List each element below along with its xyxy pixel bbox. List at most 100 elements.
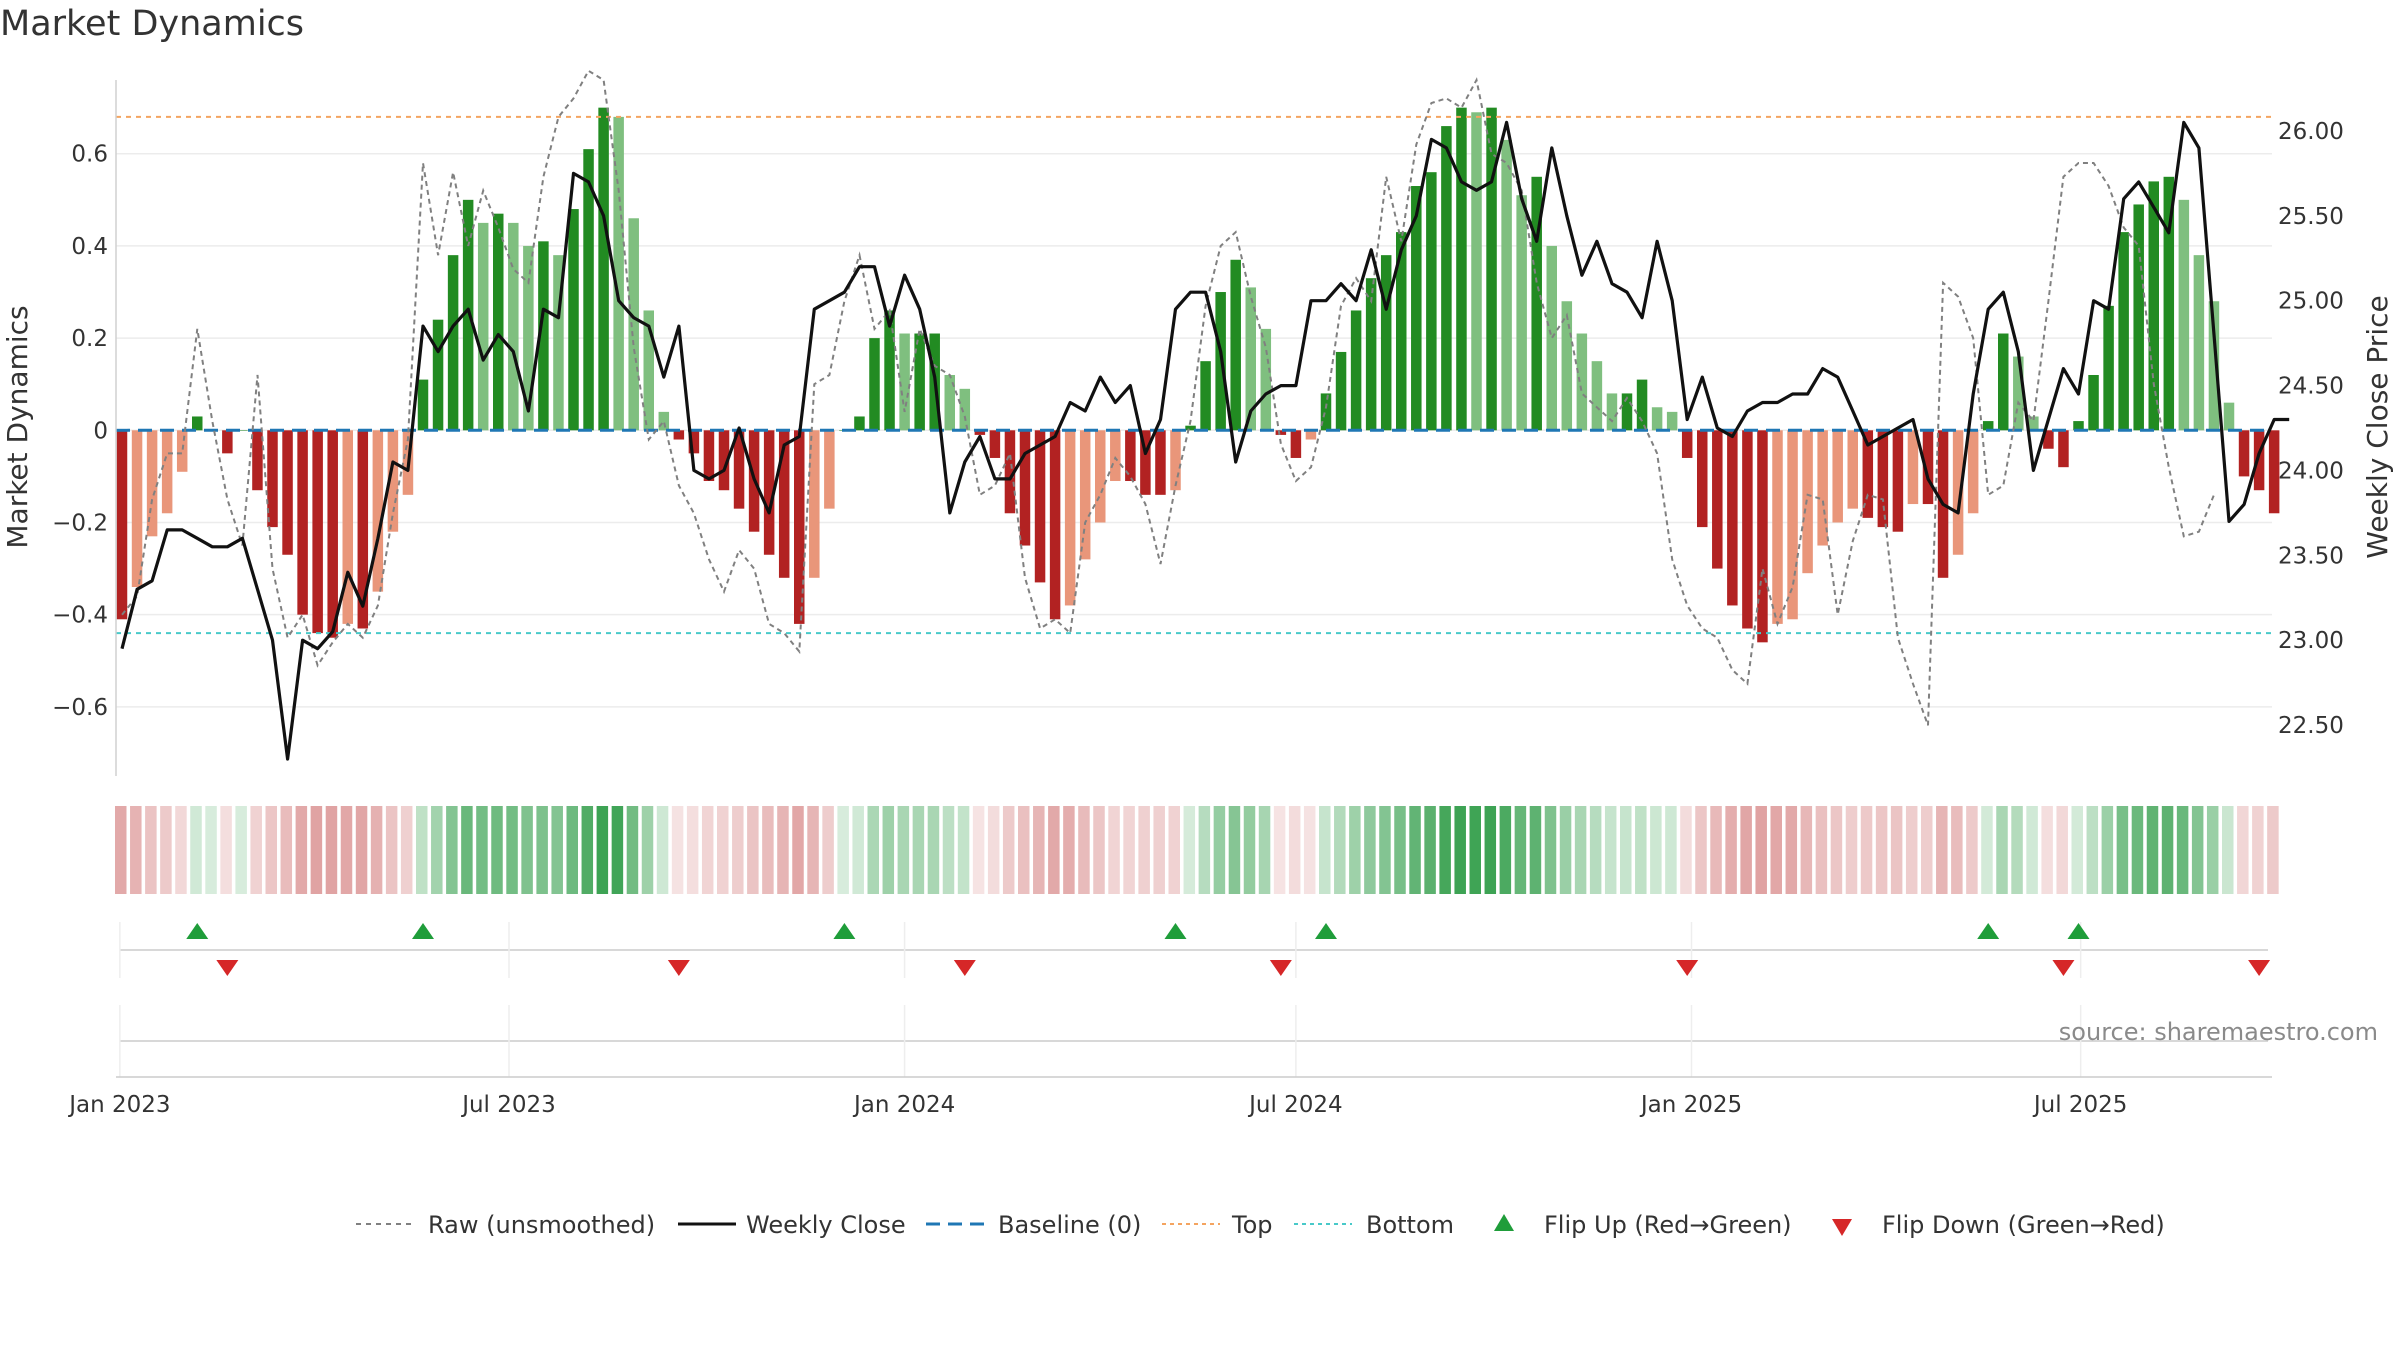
legend-raw-label: Raw (unsmoothed) (428, 1211, 655, 1239)
dynamics-bar (2073, 421, 2084, 431)
legend-flip-up: Flip Up (Red→Green) (1494, 1211, 1792, 1239)
dynamics-bar (1110, 430, 1121, 482)
dynamics-bar (1320, 393, 1332, 431)
heat-cell (1800, 806, 1813, 894)
dynamics-bar (432, 319, 444, 431)
dynamics-bar (2028, 416, 2039, 431)
heat-cell (1123, 806, 1135, 894)
heat-cell (671, 806, 684, 894)
heat-cell (1544, 806, 1557, 894)
dynamics-bar (2178, 199, 2190, 431)
legend-baseline: Baseline (0) (926, 1211, 1141, 1239)
dynamics-bar (357, 430, 369, 629)
flip-up-marker (1315, 923, 1337, 939)
heat-cell (1334, 806, 1346, 894)
heat-cell (461, 806, 473, 894)
heat-cell (2222, 806, 2234, 894)
heat-cell (1665, 806, 1677, 894)
dynamics-bar (1501, 139, 1512, 431)
heat-cell (1951, 806, 1963, 894)
heat-cell (837, 806, 849, 894)
heat-cell (641, 806, 654, 894)
heat-cell (220, 806, 232, 894)
dynamics-bar (2058, 430, 2069, 468)
dynamics-bar (1350, 310, 1362, 431)
heat-cell (1243, 806, 1256, 894)
heat-cell (1921, 806, 1933, 894)
heat-cell (927, 806, 940, 894)
heat-cell (1454, 806, 1466, 894)
dynamics-bar (824, 430, 835, 509)
page-title: Market Dynamics (0, 4, 305, 44)
dynamics-bar (1230, 259, 1241, 431)
dynamics-bar (673, 430, 685, 440)
heat-cell (1740, 806, 1752, 894)
heat-cell (265, 806, 277, 894)
dynamics-bar (1079, 430, 1091, 560)
flip-up-marker (1977, 923, 2000, 939)
y-tick-left: 0 (93, 418, 108, 444)
heat-cell (2086, 806, 2099, 894)
heat-cell (175, 806, 187, 894)
heat-cell (2116, 806, 2129, 894)
dynamics-bar (2133, 204, 2144, 431)
heat-cell (747, 806, 759, 894)
heat-cell (2131, 806, 2144, 894)
y-tick-right: 23.50 (2278, 543, 2344, 569)
heat-cell (130, 806, 142, 894)
heat-cell (1755, 806, 1767, 894)
dynamics-bar (282, 430, 293, 555)
heat-cell (1936, 806, 1948, 894)
dynamics-bar (1712, 430, 1723, 569)
dynamics-bar (1426, 172, 1437, 431)
heat-cell (2101, 806, 2114, 894)
flip-up-marker (2067, 923, 2090, 939)
dynamics-bar (1952, 430, 1964, 555)
dynamics-bar (523, 245, 534, 431)
heat-cell (566, 806, 578, 894)
legend-top: Top (1162, 1211, 1273, 1239)
dynamics-bar (2118, 232, 2129, 431)
dynamics-bar (161, 430, 173, 514)
flip-up-marker (412, 923, 434, 939)
dynamics-bar (146, 430, 158, 537)
heat-cell (2071, 806, 2083, 894)
heat-cell (1695, 806, 1707, 894)
dynamics-bar (553, 255, 564, 431)
heat-cell (777, 806, 789, 894)
dynamics-bar (1922, 430, 1934, 505)
y-tick-left: −0.6 (52, 695, 108, 721)
dynamics-bar (854, 416, 865, 431)
heat-cell (912, 806, 925, 894)
heat-cell (897, 806, 910, 894)
heat-cell (1499, 806, 1512, 894)
heat-cell (446, 806, 458, 894)
heat-cell (987, 806, 1000, 894)
dynamics-bar (1049, 430, 1061, 620)
heat-cell (867, 806, 879, 894)
legend-flip-down: Flip Down (Green→Red) (1832, 1211, 2165, 1239)
heat-cell (1559, 806, 1572, 894)
dynamics-bar (613, 116, 624, 431)
dynamics-bar (447, 255, 459, 431)
heat-cell (1138, 806, 1150, 894)
dynamics-bar (1757, 430, 1768, 643)
dynamics-bar (1004, 430, 1016, 514)
y-tick-right: 23.00 (2278, 628, 2344, 654)
heat-cell (521, 806, 533, 894)
dynamics-bar (1095, 430, 1106, 523)
x-tick: Jul 2023 (460, 1092, 556, 1118)
x-tick: Jul 2025 (2032, 1092, 2128, 1118)
heat-cell (1168, 806, 1180, 894)
heat-cell (2267, 806, 2279, 894)
heat-cell (2011, 806, 2023, 894)
heat-cell (1213, 806, 1226, 894)
dynamics-bar (1365, 278, 1377, 431)
heat-cell (1379, 806, 1391, 894)
heat-cell (686, 806, 699, 894)
heat-cell (1650, 806, 1662, 894)
heat-cell (581, 806, 594, 894)
dynamics-bar (628, 218, 639, 431)
dynamics-bar (763, 430, 775, 555)
heat-cell (400, 806, 413, 894)
